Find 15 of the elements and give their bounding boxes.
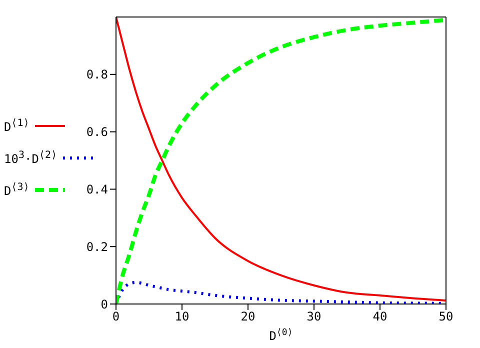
x-tick-label: 0 — [112, 310, 120, 324]
y-tick-label: 0.4 — [86, 182, 108, 196]
x-axis-title: D$^{⟨0⟩}$ — [269, 328, 293, 343]
y-tick-label: 0.6 — [86, 125, 108, 140]
x-tick-label: 40 — [372, 310, 388, 324]
legend-label: 10$^{3}$·D$^{⟨2⟩}$ — [4, 150, 57, 166]
legend-label: D$^{⟨1⟩}$ — [4, 118, 30, 134]
y-tick-label: 0.8 — [86, 68, 108, 82]
y-tick-label: 0 — [100, 297, 108, 312]
x-tick-label: 10 — [174, 310, 190, 324]
x-tick-label: 50 — [438, 310, 454, 324]
x-tick-label: 20 — [240, 310, 256, 324]
legend-label: D$^{⟨3⟩}$ — [4, 182, 30, 198]
x-tick-label: 30 — [306, 310, 322, 324]
y-tick-label: 0.2 — [86, 240, 108, 254]
